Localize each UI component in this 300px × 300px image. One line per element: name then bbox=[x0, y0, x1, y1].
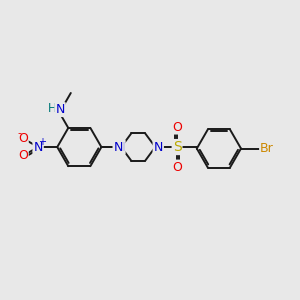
Text: O: O bbox=[18, 132, 28, 145]
Text: -: - bbox=[18, 128, 22, 138]
Text: O: O bbox=[172, 121, 182, 134]
Text: N: N bbox=[56, 103, 65, 116]
Text: Br: Br bbox=[260, 142, 274, 155]
Text: S: S bbox=[173, 140, 182, 154]
Text: N: N bbox=[113, 141, 123, 154]
Text: N: N bbox=[154, 141, 163, 154]
Text: N: N bbox=[115, 141, 125, 154]
Text: N: N bbox=[33, 141, 43, 154]
Text: O: O bbox=[18, 149, 28, 162]
Text: O: O bbox=[172, 160, 182, 174]
Text: H: H bbox=[47, 103, 56, 116]
Text: +: + bbox=[38, 137, 46, 147]
